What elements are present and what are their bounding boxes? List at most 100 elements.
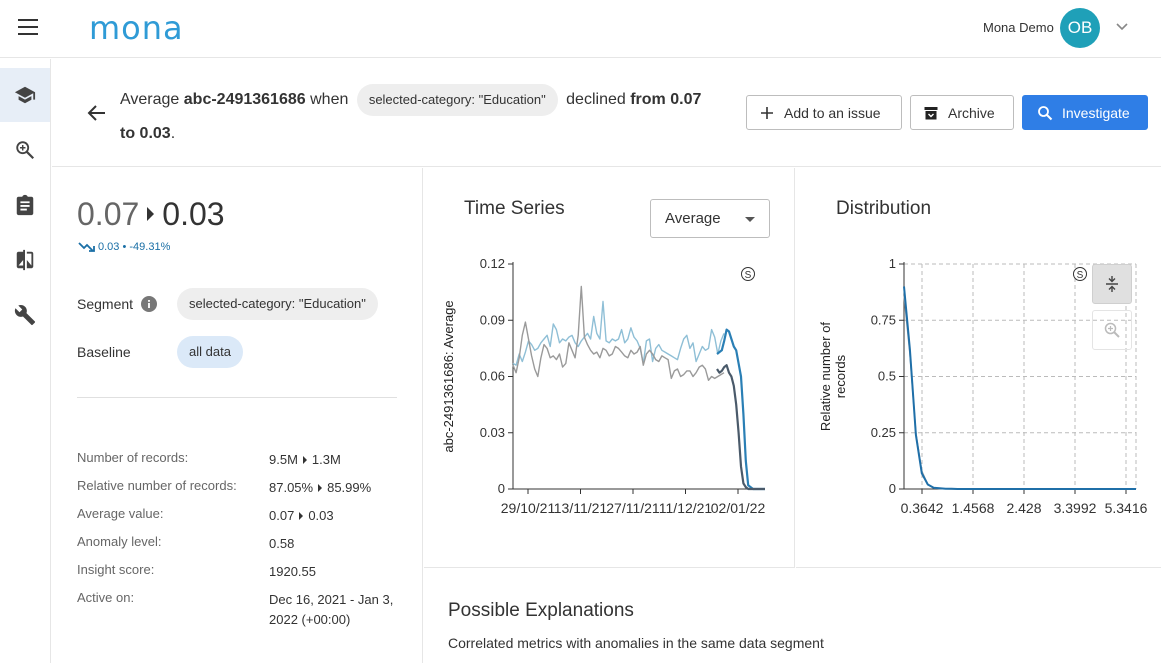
x-tick-label: 2.428 bbox=[1006, 500, 1041, 516]
archive-icon bbox=[924, 106, 938, 119]
investigate-label: Investigate bbox=[1062, 104, 1130, 121]
school-icon bbox=[14, 86, 36, 104]
sidebar-item-clipboard[interactable] bbox=[0, 178, 50, 232]
menu-icon[interactable] bbox=[18, 19, 38, 37]
archive-button[interactable]: Archive bbox=[910, 95, 1014, 130]
series-line bbox=[512, 285, 725, 382]
user-name[interactable]: Mona Demo bbox=[983, 20, 1054, 35]
stat-row: Relative number of records: 87.05% 85.99% bbox=[77, 478, 417, 506]
zoom-in-icon bbox=[1104, 322, 1120, 338]
change-text: 0.03 • -49.31% bbox=[98, 241, 171, 253]
investigate-button[interactable]: Investigate bbox=[1022, 95, 1148, 130]
segment-value-chip[interactable]: selected-category: "Education" bbox=[177, 288, 378, 320]
y-tick-label: 0.09 bbox=[480, 312, 505, 327]
sidebar-item-compare[interactable] bbox=[0, 233, 50, 287]
x-tick-label: 13/11/21 bbox=[554, 500, 608, 516]
zoom-in-icon bbox=[16, 141, 35, 160]
add-to-issue-button[interactable]: Add to an issue bbox=[746, 95, 902, 130]
search-icon bbox=[1038, 105, 1053, 120]
stat-row: Anomaly level: 0.58 bbox=[77, 534, 417, 562]
stat-label: Anomaly level: bbox=[77, 534, 162, 549]
stats-list: Number of records: 9.5M 1.3M Relative numb… bbox=[77, 450, 417, 634]
x-tick-label: 3.3992 bbox=[1054, 500, 1097, 516]
stat-label: Insight score: bbox=[77, 562, 155, 577]
x-tick-label: 29/10/21 bbox=[501, 500, 556, 516]
series-line bbox=[512, 300, 725, 366]
compress-button[interactable] bbox=[1092, 264, 1132, 304]
insight-header: Average abc-2491361686 when selected-cat… bbox=[52, 59, 1161, 167]
archive-label: Archive bbox=[948, 104, 995, 121]
from-value: 0.07 bbox=[77, 196, 140, 232]
divider bbox=[77, 397, 397, 398]
stat-row: Active on: Dec 16, 2021 - Jan 3, 2022 (+0… bbox=[77, 590, 417, 634]
stat-label: Relative number of records: bbox=[77, 478, 237, 493]
headline-when: when bbox=[310, 91, 349, 108]
to-value: 0.03 bbox=[162, 196, 225, 232]
explanations-subtitle: Correlated metrics with anomalies in the… bbox=[448, 635, 824, 651]
stat-row: Number of records: 9.5M 1.3M bbox=[77, 450, 417, 478]
s-marker bbox=[741, 267, 755, 281]
stat-value: 87.05% 85.99% bbox=[269, 480, 372, 495]
time-series-panel: Time Series Average 0 0.03 0.06 0.09 0.12 29/… bbox=[424, 168, 795, 568]
avatar[interactable]: OB bbox=[1060, 8, 1100, 48]
x-tick-label: 1.4568 bbox=[952, 500, 995, 516]
stat-row: Average value: 0.07 0.03 bbox=[77, 506, 417, 534]
headline-to: to 0.03 bbox=[120, 125, 171, 142]
headline-period: . bbox=[170, 125, 176, 142]
y-tick-label: 0.5 bbox=[878, 369, 896, 384]
stat-value: 1920.55 bbox=[269, 564, 316, 579]
aggregation-select[interactable]: Average bbox=[650, 199, 770, 238]
sidebar-item-search[interactable] bbox=[0, 123, 50, 177]
compress-icon bbox=[1106, 276, 1118, 292]
y-tick-label: 0.06 bbox=[480, 369, 505, 384]
distribution-panel: Distribution 0 0.25 0.5 0.75 1 0.3642 1.4568 2.… bbox=[796, 168, 1161, 568]
stat-value: 0.58 bbox=[269, 536, 295, 551]
y-tick-label: 0.03 bbox=[480, 425, 505, 440]
sidebar bbox=[0, 59, 51, 663]
add-to-issue-label: Add to an issue bbox=[784, 104, 881, 121]
distribution-chart[interactable]: 0 0.25 0.5 0.75 1 0.3642 1.4568 2.428 3.3992 5.34… bbox=[796, 248, 1160, 518]
app-logo[interactable]: mona bbox=[89, 9, 184, 47]
x-tick-label: 5.3416 bbox=[1105, 500, 1148, 516]
back-arrow-icon[interactable] bbox=[87, 103, 107, 123]
y-tick-label: 0.75 bbox=[871, 312, 896, 327]
chevron-down-icon[interactable] bbox=[1114, 18, 1130, 34]
s-marker bbox=[1073, 267, 1087, 281]
series-line bbox=[716, 364, 765, 491]
time-series-title: Time Series bbox=[464, 198, 565, 219]
y-tick-label: 0 bbox=[498, 481, 505, 496]
segment-chip[interactable]: selected-category: "Education" bbox=[356, 83, 558, 116]
value-change: 0.07 0.03 bbox=[77, 196, 225, 233]
zoom-button[interactable] bbox=[1092, 310, 1132, 350]
x-tick-label: 11/12/21 bbox=[659, 500, 713, 516]
baseline-value-chip[interactable]: all data bbox=[177, 336, 243, 368]
stat-row: Insight score: 1920.55 bbox=[77, 562, 417, 590]
stat-label: Average value: bbox=[77, 506, 164, 521]
headline-metric: abc-2491361686 bbox=[183, 91, 306, 108]
y-axis-label: Relative number of bbox=[818, 322, 833, 431]
sidebar-item-settings[interactable] bbox=[0, 288, 50, 342]
y-tick-label: 1 bbox=[889, 256, 896, 271]
x-tick-label: 27/11/21 bbox=[606, 500, 660, 516]
baseline-label: Baseline bbox=[77, 344, 131, 360]
wrench-icon bbox=[14, 305, 36, 326]
segment-label: Segment bbox=[77, 296, 134, 312]
stat-label: Active on: bbox=[77, 590, 135, 605]
caret-down-icon bbox=[745, 217, 755, 222]
info-icon[interactable] bbox=[141, 296, 157, 312]
arrow-right-icon bbox=[147, 206, 155, 221]
top-bar: mona Mona Demo OB bbox=[0, 0, 1161, 58]
explanations-title: Possible Explanations bbox=[448, 600, 634, 621]
sidebar-item-insights[interactable] bbox=[0, 68, 50, 122]
change-indicator: 0.03 • -49.31% bbox=[78, 241, 170, 253]
headline-from: from 0.07 bbox=[630, 91, 702, 108]
stat-label: Number of records: bbox=[77, 450, 189, 465]
stat-value: 9.5M 1.3M bbox=[269, 452, 341, 467]
s-marker-label: S bbox=[745, 270, 752, 281]
headline-prefix: Average bbox=[120, 91, 180, 108]
s-marker-label: S bbox=[1077, 270, 1084, 281]
aggregation-select-value: Average bbox=[665, 210, 721, 227]
plus-icon bbox=[761, 106, 773, 119]
y-tick-label: 0.25 bbox=[871, 425, 896, 440]
